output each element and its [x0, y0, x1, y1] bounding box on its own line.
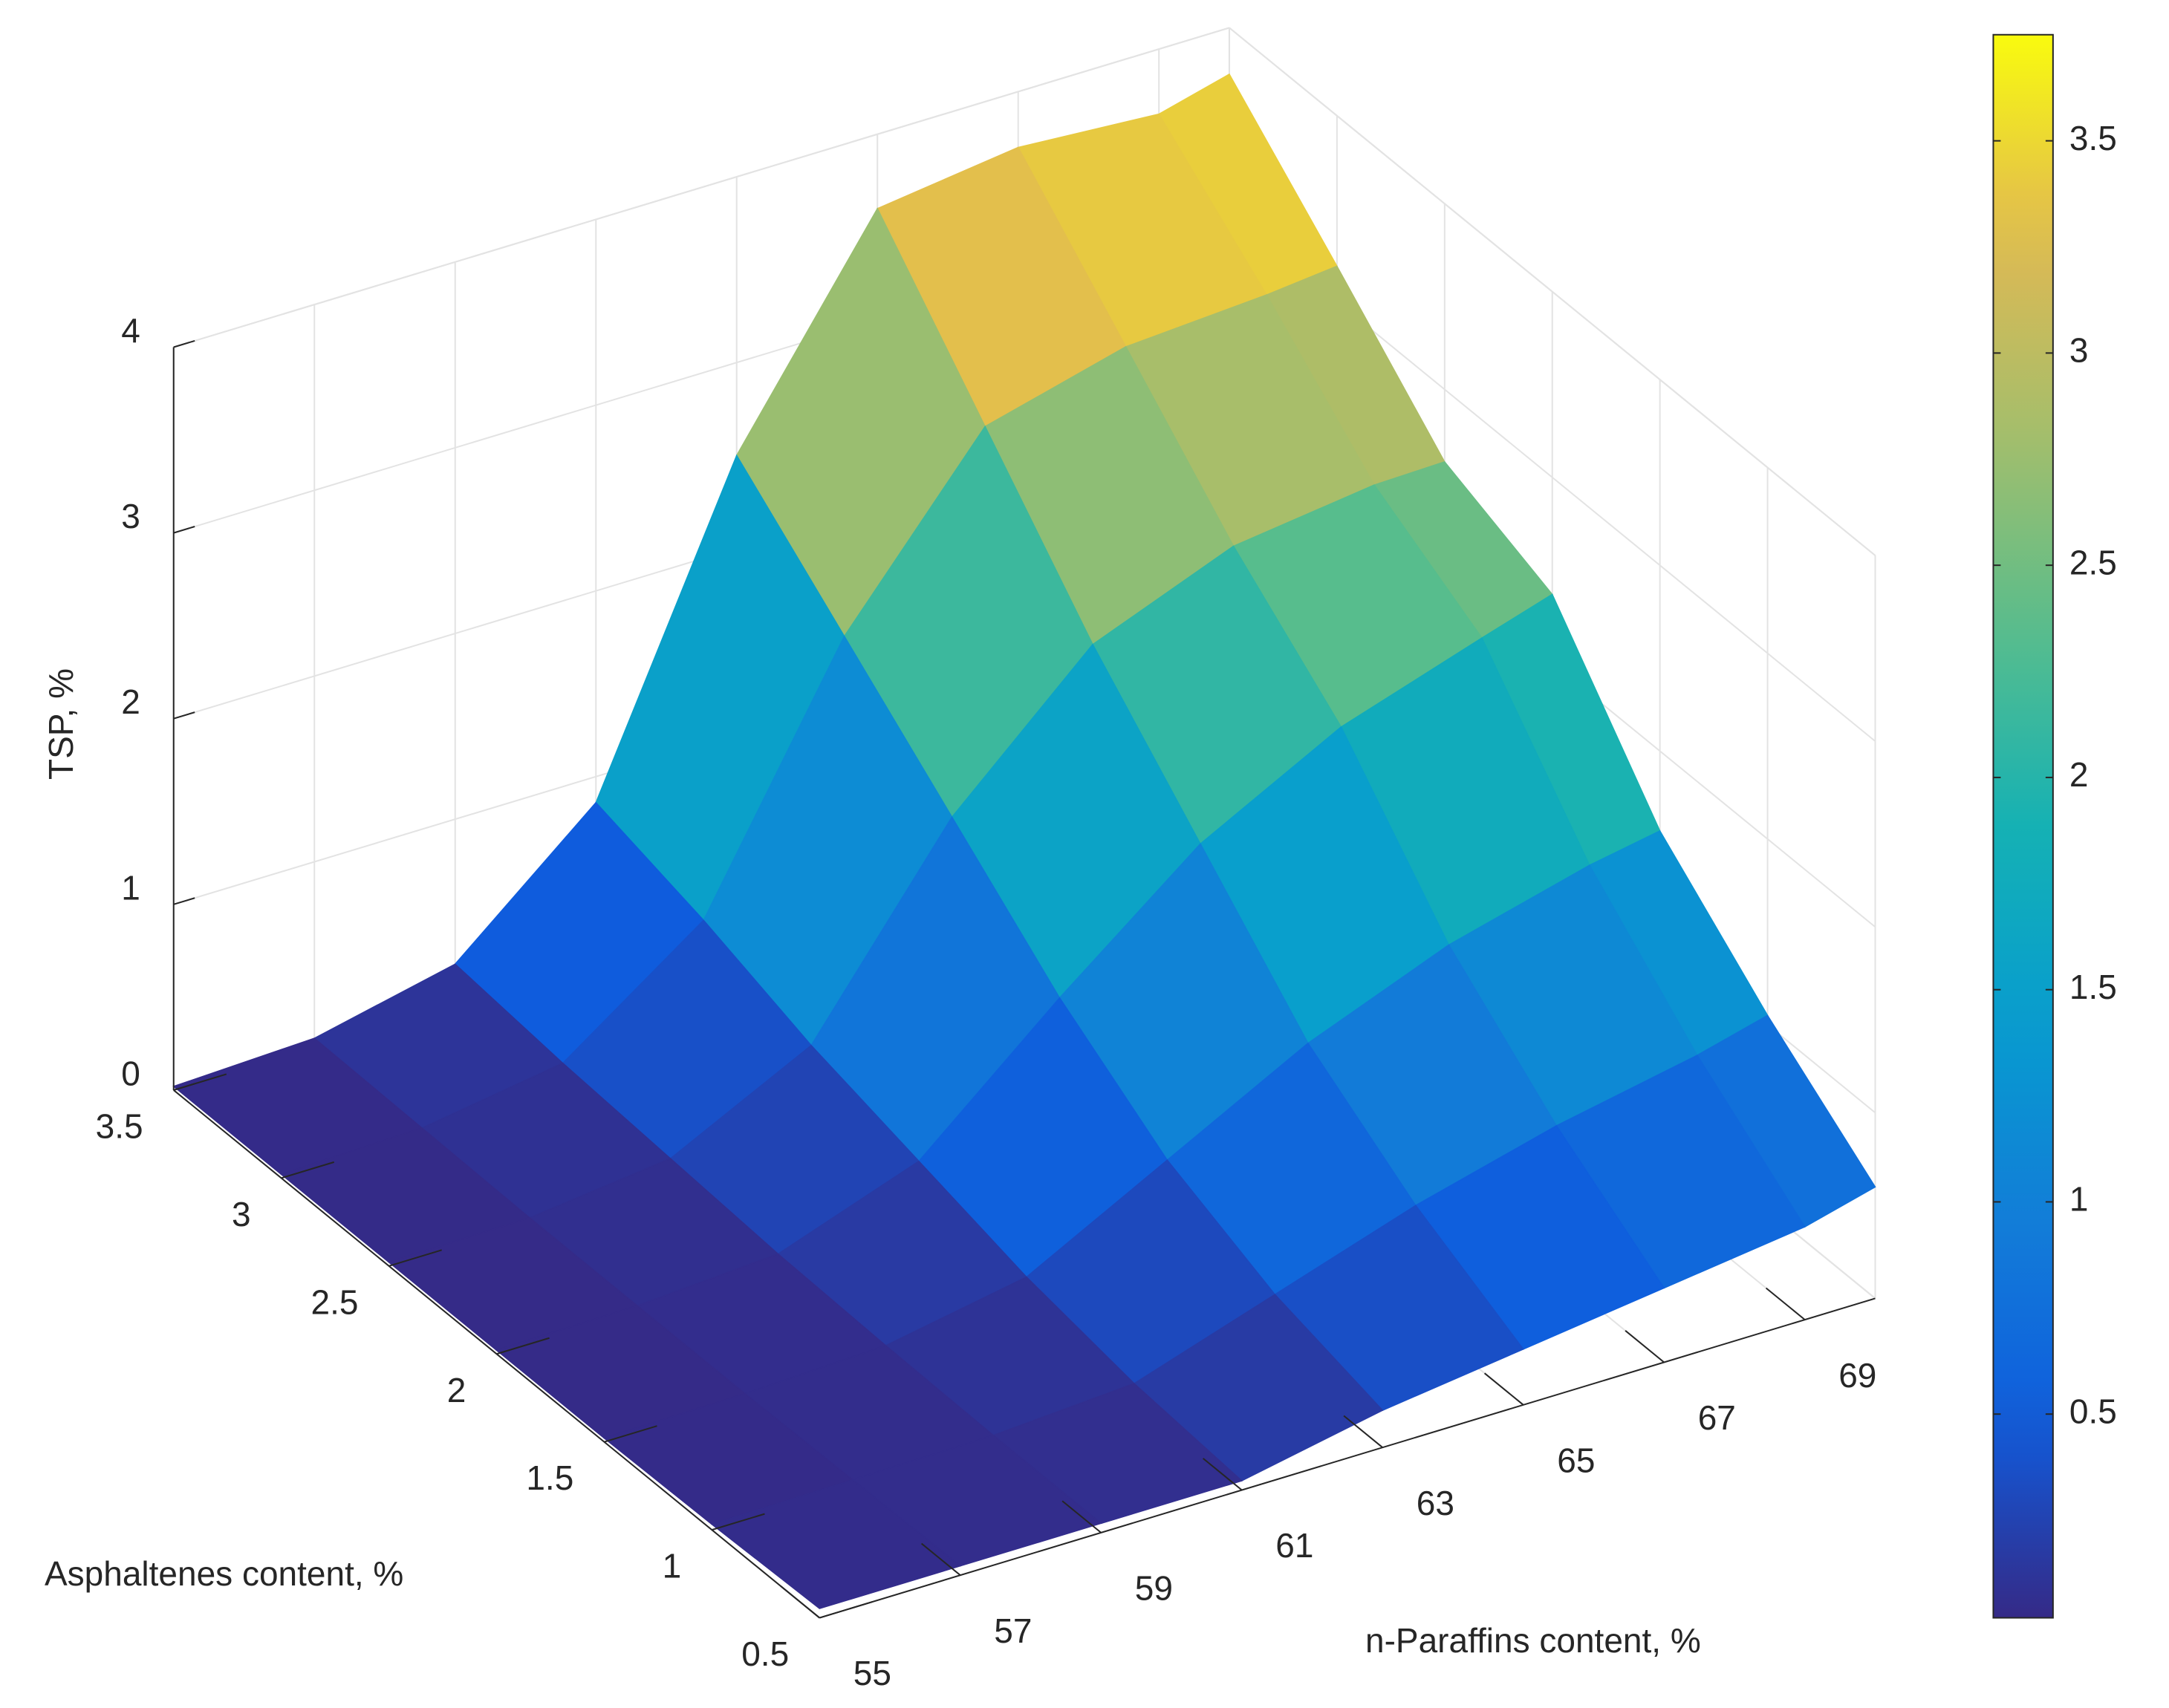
y-tick-label: 2.5: [311, 1282, 359, 1321]
y-tick-label: 3: [232, 1195, 251, 1233]
x-tick: [1061, 1500, 1102, 1533]
x-tick: [780, 1585, 820, 1619]
z-axis-title: TSP, %: [42, 668, 80, 780]
y-tick-label: 0.5: [741, 1634, 789, 1673]
y-tick: [388, 1249, 442, 1267]
y-tick: [819, 1601, 873, 1619]
y-tick-label: 1.5: [526, 1458, 573, 1497]
y-tick: [496, 1337, 550, 1355]
z-tick: [173, 526, 195, 534]
x-tick-label: 63: [1417, 1484, 1454, 1522]
colorbar-tick-label: 2: [2069, 755, 2089, 794]
z-tick-label: 0: [121, 1054, 140, 1092]
z-tick: [173, 339, 195, 348]
x-tick-label: 67: [1698, 1398, 1736, 1437]
z-tick: [173, 897, 195, 905]
colorbar-tick-label: 2.5: [2069, 543, 2117, 581]
x-axis-title: n-Paraffins content, %: [1365, 1621, 1701, 1660]
colorbar-tick-label: 1.5: [2069, 968, 2117, 1006]
colorbar-tick-label: 3.5: [2069, 119, 2117, 157]
x-tick-label: 57: [994, 1611, 1032, 1650]
surface-patch: [710, 1479, 962, 1609]
z-tick-label: 4: [121, 311, 140, 350]
y-tick-label: 3.5: [96, 1106, 143, 1145]
colorbar-tick-label: 3: [2069, 331, 2089, 370]
grid-line: [1229, 27, 1876, 556]
x-tick-label: 61: [1275, 1526, 1313, 1565]
z-tick: [173, 1083, 195, 1091]
y-axis-title: Asphaltenes content, %: [45, 1554, 403, 1593]
z-tick-label: 1: [121, 868, 140, 907]
colorbar: [1992, 33, 2054, 1619]
y-tick: [281, 1161, 335, 1179]
z-tick-label: 3: [121, 497, 140, 535]
x-tick: [1765, 1287, 1806, 1320]
x-tick: [1483, 1372, 1524, 1406]
colorbar-tick-label: 1: [2069, 1180, 2089, 1219]
x-tick: [1343, 1415, 1383, 1448]
x-tick-label: 55: [853, 1654, 891, 1692]
x-tick: [1202, 1458, 1243, 1491]
z-tick-label: 2: [121, 682, 140, 721]
x-tick-label: 65: [1557, 1441, 1595, 1480]
x-axis-line: [819, 1297, 1876, 1619]
x-tick-label: 59: [1135, 1569, 1173, 1608]
colorbar-tick-label: 0.5: [2069, 1392, 2117, 1430]
x-tick: [920, 1542, 961, 1576]
z-tick: [173, 711, 195, 720]
x-tick-label: 69: [1838, 1356, 1876, 1395]
grid-line: [173, 27, 1230, 348]
y-tick-label: 1: [663, 1547, 682, 1585]
x-tick: [1625, 1330, 1665, 1363]
y-tick-label: 2: [447, 1371, 466, 1409]
y-tick: [604, 1425, 657, 1443]
y-tick: [712, 1513, 765, 1531]
